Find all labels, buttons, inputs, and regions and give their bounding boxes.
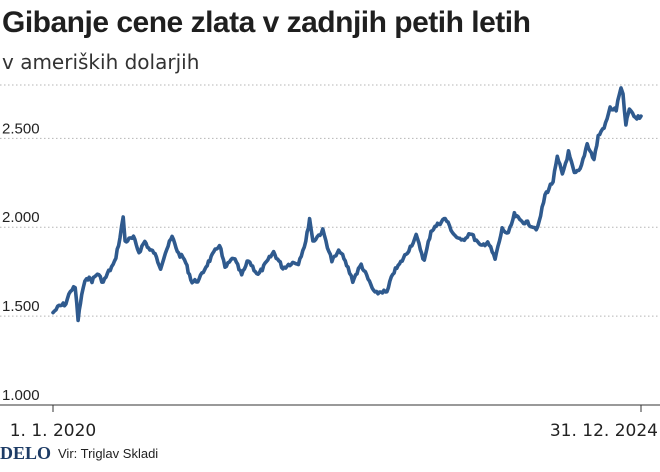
- y-tick-label: 1.500: [2, 298, 40, 315]
- chart-subtitle: v ameriških dolarjih: [2, 50, 200, 74]
- source-note: Vir: Triglav Skladi: [58, 446, 159, 461]
- y-tick-label: 2.500: [2, 120, 40, 137]
- grid-lines: [0, 84, 660, 317]
- y-tick-labels: 1.000 1.500 2.000 2.500: [2, 120, 40, 404]
- chart-title: Gibanje cene zlata v zadnjih petih letih: [2, 6, 531, 39]
- series-layer: [51, 86, 643, 323]
- brand-logo: DELO: [0, 443, 52, 463]
- gold-price-line: [51, 86, 643, 323]
- x-tick-labels: 1. 1. 2020 31. 12. 2024: [10, 421, 658, 441]
- y-tick-label: 2.000: [2, 209, 40, 226]
- x-tick-label-start: 1. 1. 2020: [10, 421, 97, 441]
- x-axis: [0, 404, 660, 412]
- x-tick-label-end: 31. 12. 2024: [550, 421, 658, 441]
- y-tick-label: 1.000: [2, 387, 40, 404]
